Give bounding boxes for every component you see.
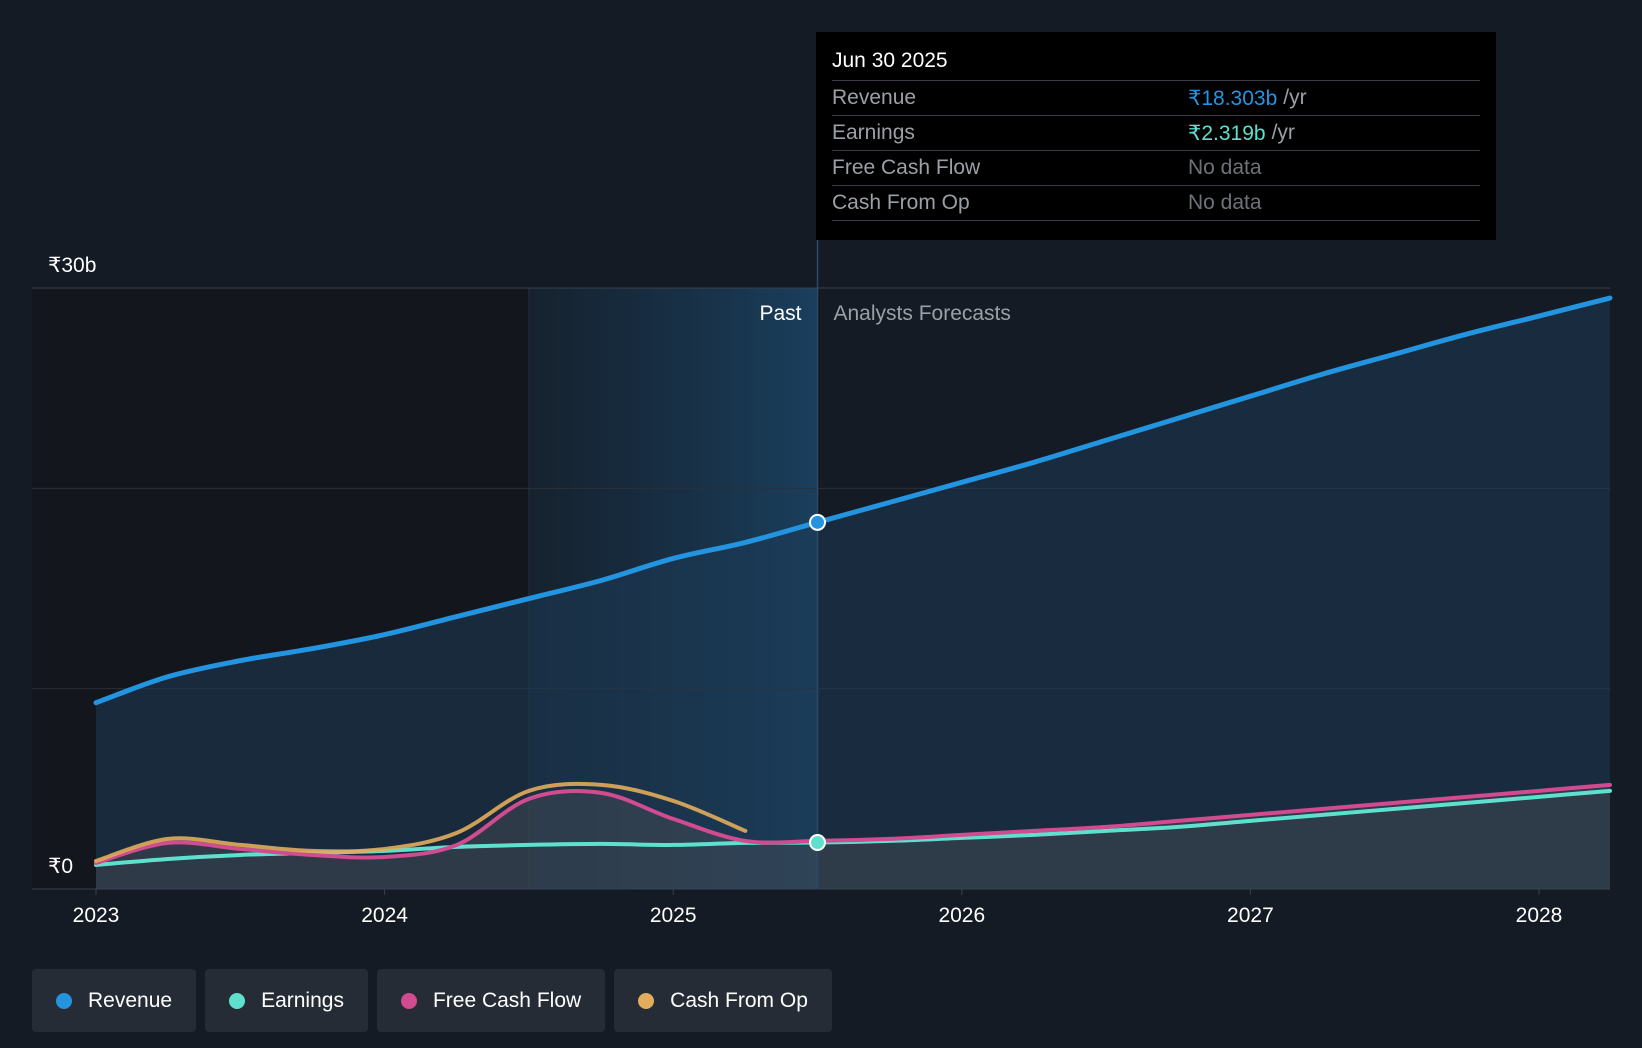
tooltip-row-earnings: Earnings ₹2.319b /yr	[832, 115, 1480, 150]
y-tick-label: ₹30b	[48, 254, 96, 277]
revenue-area	[96, 298, 1610, 889]
legend-label: Revenue	[88, 988, 173, 1012]
legend-dot-icon	[638, 992, 655, 1009]
x-tick-label: 2025	[650, 904, 697, 927]
legend-dot-icon	[56, 992, 72, 1009]
hover-tooltip: Jun 30 2025 Revenue ₹18.303b /yr Earning…	[816, 32, 1496, 240]
tooltip-value: No data	[1188, 191, 1262, 214]
tooltip-row-revenue: Revenue ₹18.303b /yr	[832, 80, 1480, 115]
tooltip-unit: /yr	[1283, 86, 1307, 109]
past-label: Past	[759, 302, 801, 325]
legend-label: Earnings	[261, 988, 344, 1012]
series-line-revenue	[93, 295, 1613, 706]
tooltip-value: No data	[1188, 156, 1262, 179]
tooltip-unit: /yr	[1271, 121, 1295, 144]
x-tick-label: 2027	[1227, 904, 1274, 927]
legend-label: Free Cash Flow	[432, 988, 582, 1012]
legend-label: Cash From Op	[670, 988, 808, 1012]
tooltip-date: Jun 30 2025	[832, 49, 948, 72]
tooltip-label: Cash From Op	[832, 191, 970, 214]
lower-area	[96, 784, 1610, 889]
x-tick-label: 2026	[938, 904, 985, 927]
legend-dot-icon	[229, 992, 246, 1009]
x-tick-label: 2024	[361, 904, 408, 927]
x-tick-label: 2023	[73, 904, 120, 927]
tooltip-value: ₹2.319b	[1188, 121, 1266, 145]
tooltip-value: ₹18.303b	[1188, 86, 1278, 110]
chart-legend: Revenue Earnings Free Cash Flow Cash Fro…	[32, 969, 832, 1032]
series-line-cash-from-op	[94, 781, 748, 863]
tooltip-row-cash-from-op: Cash From Op No data	[832, 185, 1480, 221]
legend-item-earnings[interactable]: Earnings	[205, 969, 368, 1032]
x-tick-label: 2028	[1516, 904, 1563, 927]
tooltip-row-free-cash-flow: Free Cash Flow No data	[832, 150, 1480, 185]
hover-marker-revenue	[809, 513, 826, 531]
tooltip-label: Revenue	[832, 86, 917, 109]
forecast-label: Analysts Forecasts	[834, 302, 1011, 325]
tooltip-label: Free Cash Flow	[832, 156, 981, 179]
y-tick-label: ₹0	[48, 855, 73, 878]
legend-dot-icon	[400, 992, 417, 1009]
legend-item-cash-from-op[interactable]: Cash From Op	[614, 969, 832, 1032]
legend-item-free-cash-flow[interactable]: Free Cash Flow	[376, 969, 606, 1032]
tooltip-label: Earnings	[832, 121, 915, 144]
legend-item-revenue[interactable]: Revenue	[32, 969, 197, 1032]
hover-marker-earnings	[809, 834, 826, 852]
series-line-free-cash-flow	[94, 782, 1612, 865]
